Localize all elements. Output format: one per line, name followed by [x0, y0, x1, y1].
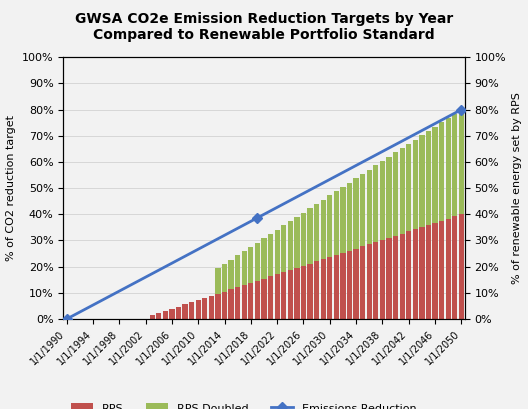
Bar [163, 311, 168, 319]
Bar [400, 234, 405, 319]
Bar [334, 191, 339, 255]
Bar [169, 309, 175, 319]
Bar [215, 268, 221, 294]
Bar [235, 255, 240, 287]
Bar [242, 285, 247, 319]
Bar [406, 231, 411, 319]
Bar [314, 261, 319, 319]
Bar [439, 221, 444, 319]
Bar [353, 249, 359, 319]
Bar [327, 196, 333, 257]
Bar [320, 259, 326, 319]
Bar [307, 264, 313, 319]
Emissions Reduction [63, 317, 70, 321]
Line: Emissions Reduction: Emissions Reduction [63, 106, 465, 322]
Bar [149, 315, 155, 319]
Bar [281, 272, 286, 319]
Bar [334, 255, 339, 319]
Bar [288, 270, 293, 319]
Text: GWSA CO2e Emission Reduction Targets by Year
Compared to Renewable Portfolio Sta: GWSA CO2e Emission Reduction Targets by … [75, 12, 453, 43]
Emissions Reduction [202, 243, 208, 248]
Bar [229, 260, 234, 289]
Bar [248, 283, 253, 319]
Bar [380, 240, 385, 319]
Bar [373, 242, 379, 319]
Bar [189, 302, 194, 319]
Bar [275, 230, 280, 274]
Bar [341, 253, 345, 319]
Bar [380, 161, 385, 240]
Bar [235, 287, 240, 319]
Bar [275, 274, 280, 319]
Bar [432, 223, 438, 319]
Bar [419, 227, 425, 319]
Bar [393, 153, 398, 236]
Bar [347, 182, 352, 251]
Bar [288, 221, 293, 270]
Bar [459, 214, 464, 319]
Bar [439, 122, 444, 221]
Bar [156, 313, 162, 319]
Bar [360, 247, 365, 319]
Bar [255, 243, 260, 281]
Bar [222, 292, 227, 319]
Bar [248, 247, 253, 283]
Bar [195, 300, 201, 319]
Bar [446, 218, 451, 319]
Bar [393, 236, 398, 319]
Bar [242, 251, 247, 285]
Bar [307, 208, 313, 264]
Bar [452, 114, 457, 216]
Bar [406, 144, 411, 231]
Emissions Reduction [406, 135, 412, 140]
Bar [222, 264, 227, 292]
Bar [215, 294, 221, 319]
Bar [419, 135, 425, 227]
Emissions Reduction [458, 107, 465, 112]
Bar [294, 217, 299, 268]
Bar [413, 139, 418, 229]
Bar [327, 257, 333, 319]
Emissions Reduction [143, 275, 149, 280]
Bar [386, 238, 392, 319]
Bar [209, 296, 214, 319]
Bar [426, 131, 431, 225]
Emissions Reduction [300, 191, 307, 196]
Bar [366, 244, 372, 319]
Y-axis label: % of renewable energy set by RPS: % of renewable energy set by RPS [512, 92, 522, 284]
Bar [281, 225, 286, 272]
Bar [301, 213, 306, 266]
Legend: RPS, RPS Doubled, Emissions Reduction: RPS, RPS Doubled, Emissions Reduction [67, 398, 421, 409]
Bar [341, 187, 345, 253]
Bar [176, 306, 181, 319]
Bar [202, 298, 208, 319]
Bar [255, 281, 260, 319]
Y-axis label: % of CO2 reduction target: % of CO2 reduction target [6, 115, 16, 261]
Emissions Reduction [156, 268, 162, 273]
Bar [353, 178, 359, 249]
Bar [268, 234, 273, 276]
Bar [459, 110, 464, 214]
Bar [452, 216, 457, 319]
Bar [347, 251, 352, 319]
Bar [261, 238, 267, 279]
Bar [301, 266, 306, 319]
Bar [446, 118, 451, 218]
Bar [183, 304, 187, 319]
Bar [426, 225, 431, 319]
Bar [366, 170, 372, 244]
Bar [320, 200, 326, 259]
Emissions Reduction [274, 205, 280, 210]
Bar [373, 165, 379, 242]
Bar [229, 289, 234, 319]
Bar [294, 268, 299, 319]
Bar [261, 279, 267, 319]
Bar [360, 174, 365, 247]
Bar [314, 204, 319, 261]
Bar [386, 157, 392, 238]
Bar [432, 127, 438, 223]
Bar [268, 276, 273, 319]
Bar [400, 148, 405, 234]
Bar [413, 229, 418, 319]
